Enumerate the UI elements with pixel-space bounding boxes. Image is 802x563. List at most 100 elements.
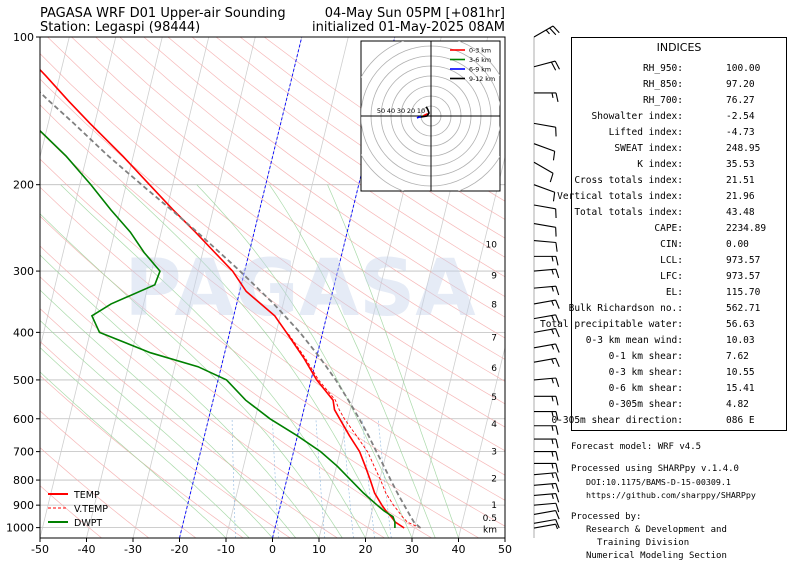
wind-barb bbox=[534, 511, 559, 520]
hodograph-ring-label: 40 bbox=[387, 107, 395, 115]
index-row: 0-3 km shear: 10.55 bbox=[572, 364, 786, 380]
wind-barb bbox=[534, 473, 559, 482]
index-name: 0-3 km shear: bbox=[609, 367, 683, 378]
wind-barb bbox=[534, 224, 556, 237]
wind-barb bbox=[534, 26, 559, 37]
index-row: SWEAT index:248.95 bbox=[572, 140, 786, 156]
index-row: CIN: 0.00 bbox=[572, 236, 786, 252]
index-name: 0-6 km shear: bbox=[609, 383, 683, 394]
wind-barb bbox=[534, 269, 559, 278]
legend-label: V.TEMP bbox=[74, 504, 108, 515]
hodograph-legend-label: 6-9 km bbox=[469, 67, 491, 74]
moist-adiabat bbox=[0, 185, 296, 538]
y-tick-label: 200 bbox=[13, 179, 34, 192]
index-value: 973.57 bbox=[726, 255, 760, 266]
wind-barb bbox=[534, 378, 559, 387]
index-name: Lifted index: bbox=[609, 127, 683, 138]
index-row: Total precipitable water:56.63 bbox=[572, 316, 786, 332]
y-tick-label: 400 bbox=[13, 326, 34, 339]
index-value: 35.53 bbox=[726, 159, 755, 170]
wind-barb bbox=[534, 463, 558, 472]
index-row: EL: 115.70 bbox=[572, 284, 786, 300]
x-tick-label: 20 bbox=[359, 543, 373, 556]
index-name: Showalter index: bbox=[591, 111, 683, 122]
index-value: 10.55 bbox=[726, 367, 755, 378]
wind-barb bbox=[534, 286, 559, 295]
wind-barb bbox=[534, 144, 555, 161]
index-value: 21.96 bbox=[726, 191, 755, 202]
index-row: LFC:973.57 bbox=[572, 268, 786, 284]
wind-barb bbox=[534, 93, 558, 102]
hodograph-ring-label: 30 bbox=[397, 107, 405, 115]
height-km-label: 8 bbox=[491, 301, 497, 311]
forecast-model-label: Forecast model: WRF v4.5 bbox=[571, 441, 797, 454]
index-value: 115.70 bbox=[726, 287, 760, 298]
index-name: 0-305m shear direction: bbox=[551, 415, 683, 426]
hodograph-ring-label: 10 bbox=[417, 107, 425, 115]
index-value: 086 E bbox=[726, 415, 755, 426]
index-name: RH_700: bbox=[643, 95, 683, 106]
org-line-1: Research & Development and bbox=[571, 524, 797, 537]
height-km-label: 6 bbox=[491, 364, 497, 374]
moist-adiabat bbox=[197, 185, 412, 538]
hodograph-legend-label: 9-12 km bbox=[469, 76, 495, 83]
wind-barb bbox=[534, 524, 558, 529]
index-value: 56.63 bbox=[726, 319, 755, 330]
index-row: 0-305m shear direction:086 E bbox=[572, 412, 786, 428]
wind-barb bbox=[534, 452, 558, 461]
processed-using-label: Processed using SHARPpy v.1.4.0 bbox=[571, 463, 797, 476]
hodograph-ring-label: 50 bbox=[377, 107, 385, 115]
index-value: 4.82 bbox=[726, 399, 749, 410]
y-tick-label: 900 bbox=[13, 499, 34, 512]
index-name: Total totals index: bbox=[574, 207, 683, 218]
index-value: 2234.89 bbox=[726, 223, 766, 234]
moist-adiabat bbox=[123, 185, 389, 538]
height-km-label: 4 bbox=[491, 420, 497, 430]
index-row: LCL: 973.57 bbox=[572, 252, 786, 268]
index-name: CAPE: bbox=[654, 223, 683, 234]
height-km-label: 1 bbox=[491, 501, 497, 511]
x-tick-label: -30 bbox=[124, 543, 142, 556]
watermark: PAGASA bbox=[124, 244, 475, 334]
index-row: Bulk Richardson no.:562.71 bbox=[572, 300, 786, 316]
index-row: CAPE: 2234.89 bbox=[572, 220, 786, 236]
x-tick-label: -50 bbox=[31, 543, 49, 556]
hodograph-legend-label: 3-6 km bbox=[469, 57, 491, 64]
index-name: RH_950: bbox=[643, 63, 683, 74]
sharppy-url-link[interactable]: https://github.com/sharppy/SHARPpy bbox=[571, 489, 797, 502]
y-tick-label: 800 bbox=[13, 474, 34, 487]
index-value: 562.71 bbox=[726, 303, 760, 314]
index-value: 973.57 bbox=[726, 271, 760, 282]
hodograph-ring-label: 20 bbox=[407, 107, 415, 115]
index-value: 76.27 bbox=[726, 95, 755, 106]
index-name: 0-305m shear: bbox=[609, 399, 683, 410]
index-name: EL: bbox=[666, 287, 683, 298]
index-name: CIN: bbox=[660, 239, 683, 250]
y-tick-label: 700 bbox=[13, 446, 34, 459]
x-tick-label: 0 bbox=[269, 543, 276, 556]
wind-barb bbox=[534, 61, 560, 70]
mixing-ratio-line bbox=[316, 419, 325, 538]
isotherm-line bbox=[0, 37, 116, 538]
wind-barb bbox=[534, 396, 558, 405]
index-row: 0-1 km shear:7.62 bbox=[572, 348, 786, 364]
index-name: Total precipitable water: bbox=[540, 319, 683, 330]
wind-barb bbox=[534, 123, 556, 136]
index-row: 0-305m shear: 4.82 bbox=[572, 396, 786, 412]
legend-label: DWPT bbox=[74, 518, 102, 529]
isotherm-line bbox=[0, 37, 23, 538]
doi-label: DOI:10.1175/BAMS-D-15-00309.1 bbox=[571, 476, 797, 489]
index-row: RH_700: 76.27 bbox=[572, 92, 786, 108]
index-value: 0.00 bbox=[726, 239, 749, 250]
index-name: LCL: bbox=[660, 255, 683, 266]
index-row: Lifted index:-4.73 bbox=[572, 124, 786, 140]
index-value: 248.95 bbox=[726, 143, 760, 154]
x-tick-label: 40 bbox=[452, 543, 466, 556]
height-km-label: 7 bbox=[491, 334, 497, 344]
height-km-label: 9 bbox=[491, 271, 497, 281]
moist-adiabat bbox=[0, 185, 249, 538]
index-row: RH_950:100.00 bbox=[572, 60, 786, 76]
wind-barb bbox=[534, 241, 557, 252]
index-row: Vertical totals index:21.96 bbox=[572, 188, 786, 204]
index-row: Total totals index:43.48 bbox=[572, 204, 786, 220]
